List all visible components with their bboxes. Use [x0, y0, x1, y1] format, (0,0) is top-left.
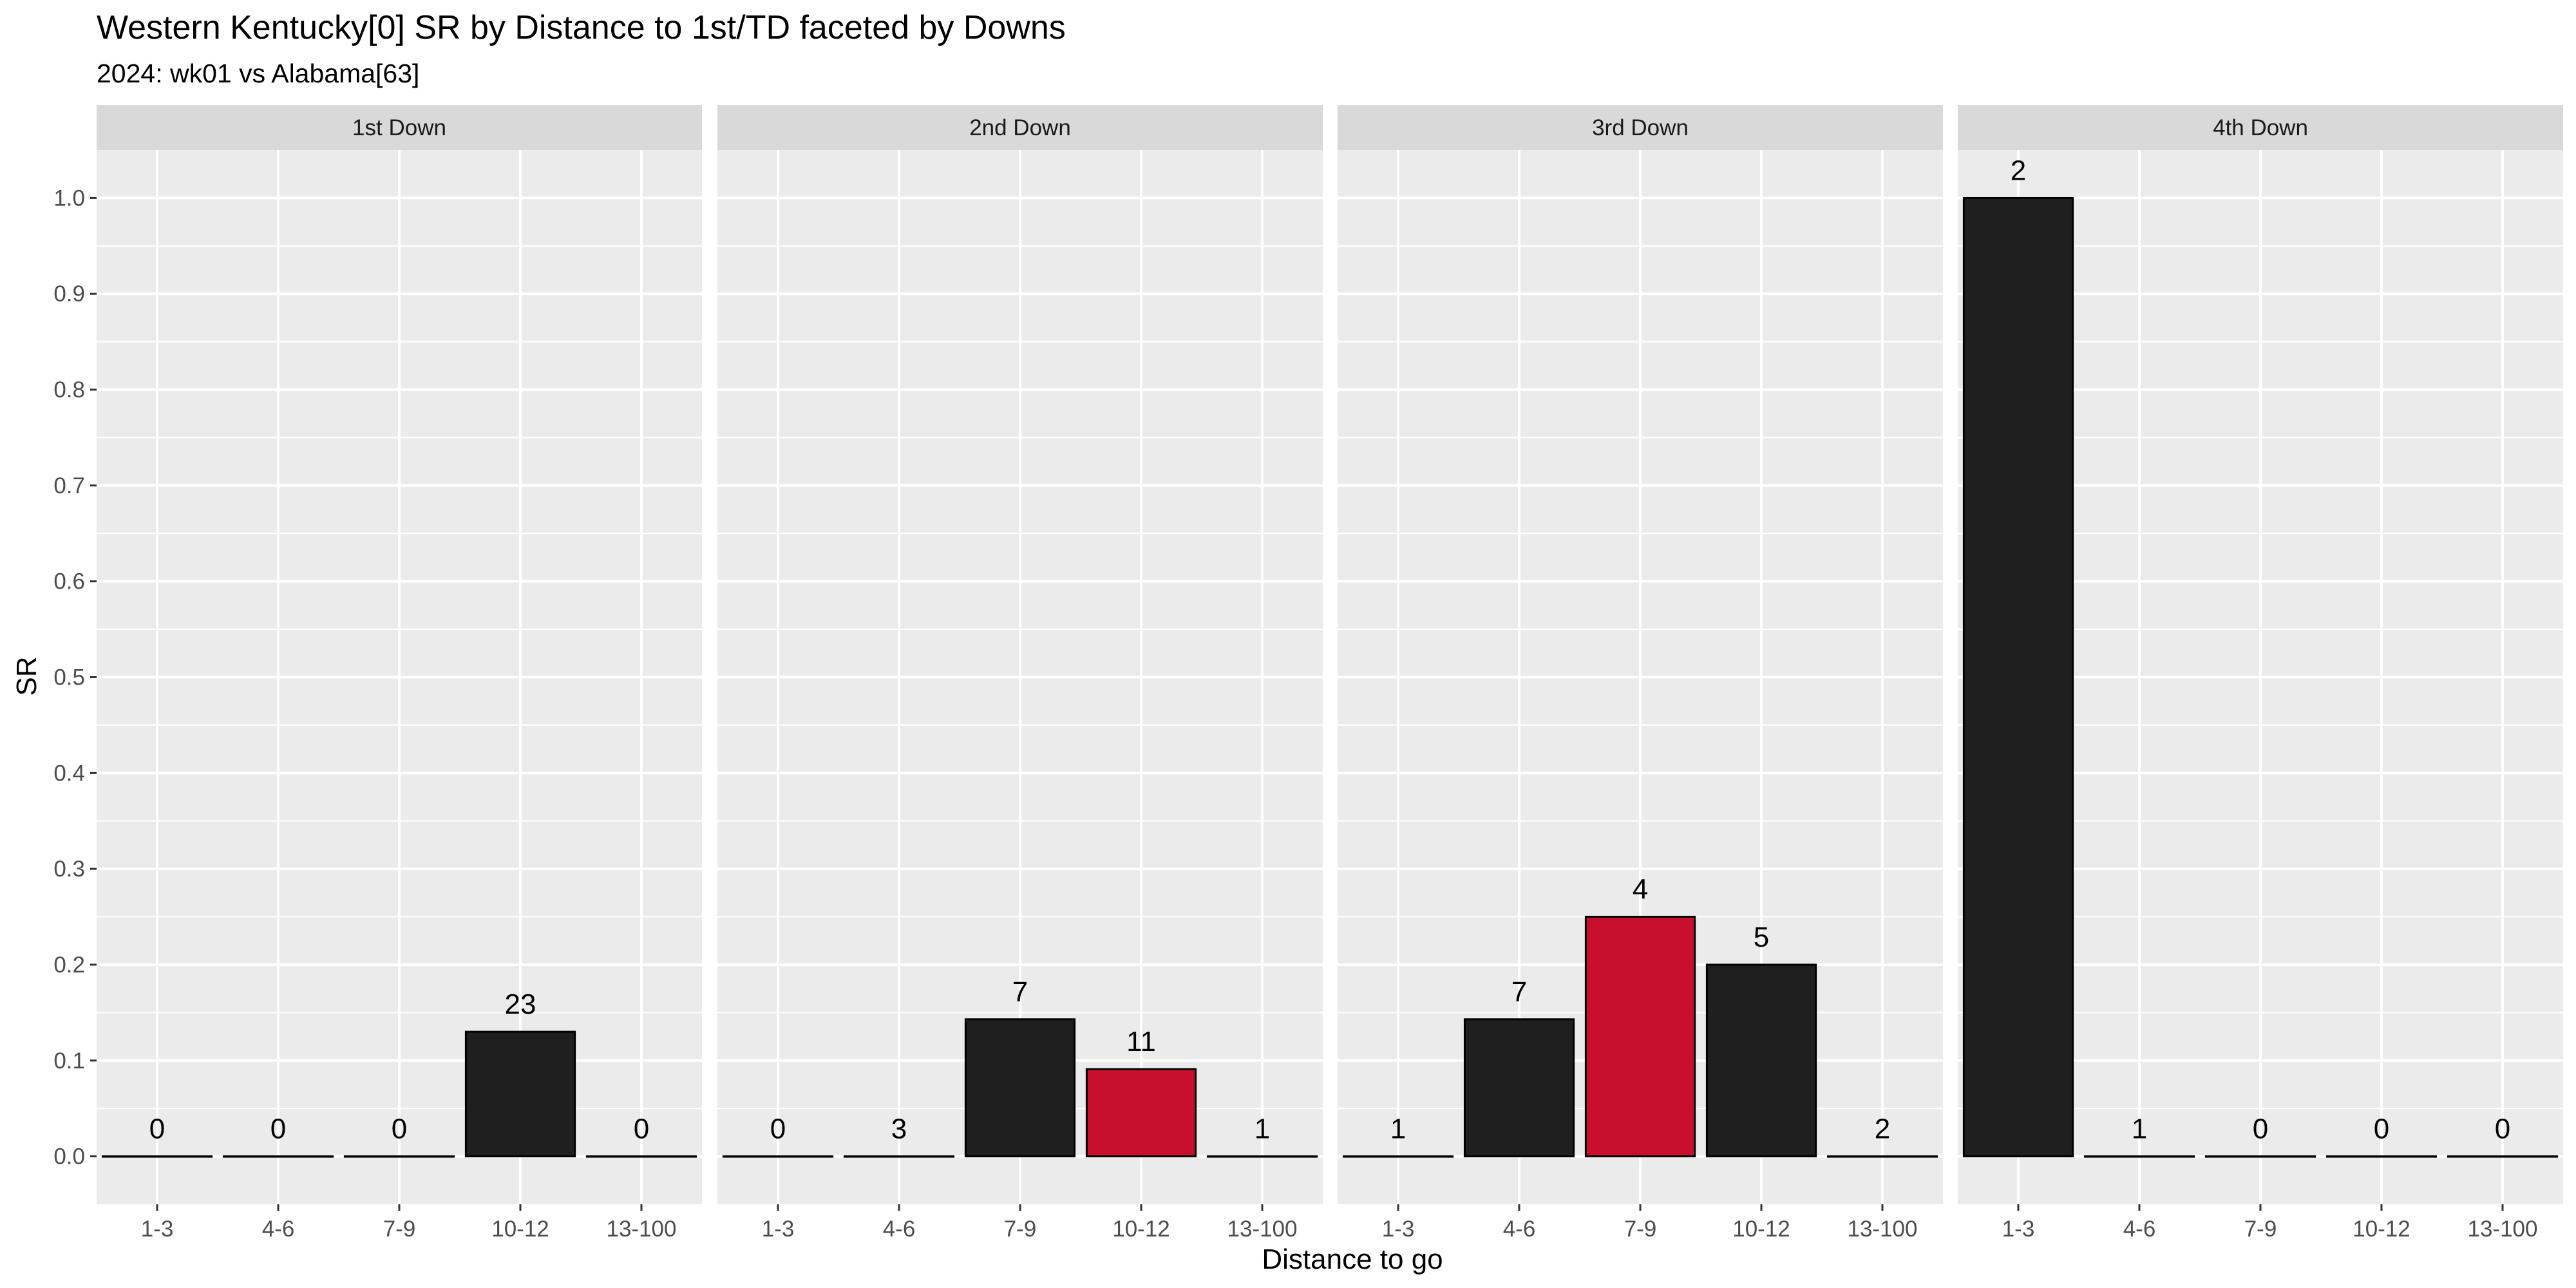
x-tick-label: 10-12 [1732, 1217, 1790, 1242]
bar [464, 1030, 576, 1158]
chart-title: Western Kentucky[0] SR by Distance to 1s… [97, 9, 1066, 46]
bar-data-label: 3 [891, 1113, 907, 1145]
x-tick-label: 7-9 [1624, 1217, 1657, 1242]
y-tick-label: 0.0 [53, 1144, 85, 1170]
x-tick-label: 13-100 [1848, 1217, 1918, 1242]
bar-data-label: 0 [392, 1113, 407, 1145]
bar-data-label: 0 [2253, 1113, 2268, 1145]
y-tick-label: 0.5 [53, 665, 85, 690]
x-tick-label: 1-3 [2002, 1217, 2035, 1242]
y-axis: 0.0 0.1 0.2 0.3 0.4 0.5 0.6 0.7 0.8 0.9 1.0 [53, 185, 97, 1170]
chart-subtitle: 2024: wk01 vs Alabama[63] [97, 59, 419, 88]
bar-data-label: 0 [2495, 1113, 2510, 1145]
bar-data-label: 2 [2011, 155, 2026, 186]
x-tick-label: 4-6 [1503, 1217, 1536, 1242]
bar-data-label: 0 [2374, 1113, 2389, 1145]
y-tick-label: 0.8 [53, 377, 85, 402]
bar-data-label: 0 [270, 1113, 286, 1145]
facet-strip-label: 1st Down [352, 115, 446, 140]
facet-strip-label: 2nd Down [969, 115, 1071, 140]
x-tick-label: 1-3 [762, 1217, 795, 1242]
facet-panel-1: 1st Down 0 1-3 0 4-6 0 7-9 23 10-12 0 13-100 [97, 105, 702, 1242]
y-tick-label: 0.2 [53, 952, 85, 978]
bar [1705, 963, 1817, 1158]
bar [1463, 1018, 1575, 1158]
bar-data-label: 7 [1511, 976, 1527, 1008]
x-tick-label: 7-9 [383, 1217, 416, 1242]
facet-strip [1958, 105, 2563, 150]
facet-panel-3: 3rd Down 1 1-3 7 4-6 4 7-9 5 10-12 2 13-100 [1338, 105, 1943, 1242]
bar-data-label: 4 [1633, 874, 1648, 905]
bar-data-label: 7 [1012, 976, 1028, 1008]
x-tick-label: 1-3 [1382, 1217, 1415, 1242]
bar-data-label: 5 [1754, 922, 1769, 953]
x-tick-label: 13-100 [2468, 1217, 2538, 1242]
x-tick-label: 10-12 [2353, 1217, 2410, 1242]
bar-data-label: 1 [2132, 1113, 2147, 1145]
y-tick-label: 0.3 [53, 857, 85, 882]
bar-data-label: 2 [1875, 1113, 1890, 1145]
facet-strip-label: 3rd Down [1592, 115, 1689, 140]
x-tick-label: 10-12 [491, 1217, 549, 1242]
facet-strip [1338, 105, 1943, 150]
y-tick-label: 0.6 [53, 569, 85, 594]
bar [964, 1018, 1076, 1158]
x-tick-label: 4-6 [2123, 1217, 2156, 1242]
facet-strip [97, 105, 702, 150]
x-tick-label: 13-100 [1227, 1217, 1298, 1242]
facet-strip [717, 105, 1323, 150]
y-tick-label: 1.0 [53, 185, 85, 211]
bar-data-label: 11 [1126, 1026, 1156, 1057]
bar [1962, 196, 2074, 1158]
y-tick-label: 0.4 [53, 761, 85, 786]
x-tick-label: 7-9 [1004, 1217, 1037, 1242]
facet-panel-2: 2nd Down 0 1-3 3 4-6 7 7-9 11 10-12 1 13-100 [717, 105, 1323, 1242]
facet-panel-4: 4th Down 2 1-3 1 4-6 0 7-9 0 10-12 0 13-100 [1958, 105, 2563, 1242]
bar-data-label: 0 [634, 1113, 649, 1145]
bar [1584, 916, 1696, 1158]
y-tick-label: 0.7 [53, 473, 85, 498]
bar-data-label: 0 [770, 1113, 786, 1145]
bar-data-label: 1 [1255, 1113, 1270, 1145]
x-axis-title: Distance to go [1262, 1244, 1443, 1275]
bar [1085, 1068, 1197, 1158]
x-tick-label: 1-3 [141, 1217, 174, 1242]
y-tick-label: 0.1 [53, 1048, 85, 1074]
facet-strip-label: 4th Down [2213, 115, 2308, 140]
x-tick-label: 13-100 [607, 1217, 677, 1242]
x-tick-label: 10-12 [1112, 1217, 1170, 1242]
x-tick-label: 4-6 [883, 1217, 916, 1242]
bar-data-label: 0 [149, 1113, 165, 1145]
x-tick-label: 4-6 [262, 1217, 295, 1242]
bar-data-label: 1 [1390, 1113, 1406, 1145]
bar-data-label: 23 [505, 989, 536, 1020]
x-tick-label: 7-9 [2244, 1217, 2277, 1242]
y-axis-title: SR [11, 656, 43, 696]
y-tick-label: 0.9 [53, 281, 85, 307]
